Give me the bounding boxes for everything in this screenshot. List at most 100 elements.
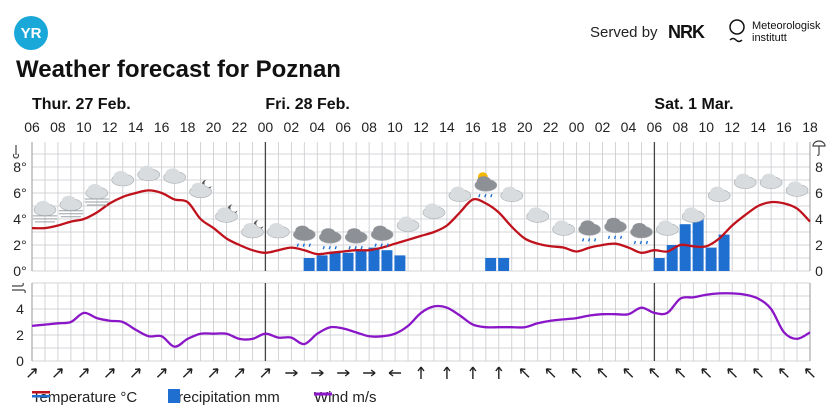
hour-tick-label: 12 <box>724 119 740 135</box>
cloud-shape <box>87 184 102 194</box>
legend-precipitation-label: Precipitation mm <box>168 389 280 406</box>
cloud-shape <box>736 173 751 184</box>
cloud-rain-icon <box>292 225 316 247</box>
hour-tick-label: 00 <box>569 119 585 135</box>
hour-tick-label: 14 <box>128 119 144 135</box>
hour-tick-label: 06 <box>647 119 663 135</box>
fog-icon <box>58 195 83 218</box>
hour-tick-label: 16 <box>465 119 481 135</box>
arrow-shape <box>805 368 815 378</box>
wind-direction-arrow <box>727 368 737 378</box>
hour-tick-label: 04 <box>309 119 325 135</box>
cloud-rain-icon <box>630 223 653 245</box>
precipitation-bar <box>705 247 717 271</box>
wind-swatch-icon <box>314 392 332 396</box>
temperature-line <box>31 189 811 256</box>
cloud-shape <box>788 181 803 192</box>
cloud-sun-rain-icon <box>474 172 498 198</box>
wind-direction-arrow <box>519 368 530 378</box>
fog-icon <box>84 184 109 206</box>
precipitation-swatch-icon <box>168 389 180 403</box>
wind-direction-arrow <box>675 368 686 378</box>
arrow-shape <box>363 369 376 377</box>
met-line2: institutt <box>752 32 787 44</box>
wind-direction-arrow <box>597 368 608 378</box>
cloud-moon-icon <box>241 220 264 239</box>
arrow-shape <box>156 368 167 378</box>
hour-tick-label: 02 <box>284 119 300 135</box>
cloud-moon-icon <box>189 179 212 198</box>
cloud-icon <box>396 216 420 232</box>
fog-lines <box>84 198 109 206</box>
cloud-shape <box>606 217 621 228</box>
hour-tick-label: 22 <box>543 119 559 135</box>
wind-direction-arrow <box>182 368 193 378</box>
hour-tick-label: 22 <box>232 119 248 135</box>
temp-tick-label: 6° <box>13 185 26 201</box>
hour-tick-label: 08 <box>361 119 377 135</box>
hour-tick-label: 00 <box>258 119 274 135</box>
cloud-shape <box>269 223 284 233</box>
wind-icon <box>12 282 26 294</box>
arrow-shape <box>701 368 712 378</box>
wind-direction-arrow <box>285 369 298 377</box>
wind-direction-arrow <box>388 369 402 377</box>
rain-drops <box>374 243 389 247</box>
nrk-logo[interactable]: NRK <box>668 22 705 42</box>
cloud-shape <box>762 173 777 184</box>
arrow-shape <box>182 368 193 378</box>
arrow-shape <box>234 368 245 378</box>
cloud-shape <box>191 182 206 193</box>
arrow-shape <box>208 368 219 378</box>
wind-direction-arrow <box>130 368 141 378</box>
arrow-shape <box>623 368 634 378</box>
wind-direction-arrow <box>623 368 634 378</box>
cloud-icon <box>422 203 446 219</box>
arrow-shape <box>649 368 660 378</box>
cloud-icon <box>759 173 783 189</box>
arrow-shape <box>53 368 63 378</box>
cloud-shape <box>528 207 543 218</box>
cloud-icon <box>656 220 679 236</box>
day-label: Fri. 28 Feb. <box>265 96 349 113</box>
arrow-shape <box>571 368 582 378</box>
hour-tick-label: 12 <box>413 119 429 135</box>
precip-tick-label: 4 <box>815 211 823 227</box>
day-label: Thur. 27 Feb. <box>32 96 131 113</box>
wind-tick-label: 2 <box>16 327 24 343</box>
wind-direction-arrow <box>443 366 451 379</box>
wind-tick-label: 4 <box>16 301 24 317</box>
wind-direction-arrow <box>753 368 763 378</box>
wind-direction-arrow <box>234 368 245 378</box>
hour-tick-label: 10 <box>76 119 92 135</box>
precipitation-bar <box>355 250 367 271</box>
wind-direction-arrow <box>105 368 115 378</box>
wind-tick-label: 0 <box>16 353 24 369</box>
rain-drops <box>478 193 493 198</box>
thermometer-icon <box>12 145 20 159</box>
arrow-shape <box>469 366 477 379</box>
wind-line <box>31 292 811 348</box>
cloud-shape <box>217 207 232 218</box>
precip-tick-label: 0 <box>815 263 823 279</box>
wind-direction-arrow <box>571 368 582 378</box>
cloud-shape <box>684 207 699 218</box>
cloud-rain-icon <box>370 225 394 247</box>
cloud-icon <box>681 207 705 223</box>
wind-direction-arrow <box>27 368 37 378</box>
arrow-shape <box>545 368 556 378</box>
yr-logo[interactable]: YR <box>14 16 48 50</box>
temp-tick-label: 2° <box>13 237 26 253</box>
precipitation-bar <box>653 258 665 271</box>
cloud-shape <box>554 220 569 231</box>
cloud-shape <box>399 216 414 227</box>
wind-direction-arrow <box>260 368 271 378</box>
hour-tick-label: 18 <box>802 119 818 135</box>
cloud-rain-icon <box>344 228 368 250</box>
wind-direction-arrow <box>208 368 219 378</box>
hour-tick-label: 10 <box>698 119 714 135</box>
cloud-shape <box>61 195 76 206</box>
arrow-shape <box>597 368 608 378</box>
precipitation-bar <box>342 252 354 271</box>
